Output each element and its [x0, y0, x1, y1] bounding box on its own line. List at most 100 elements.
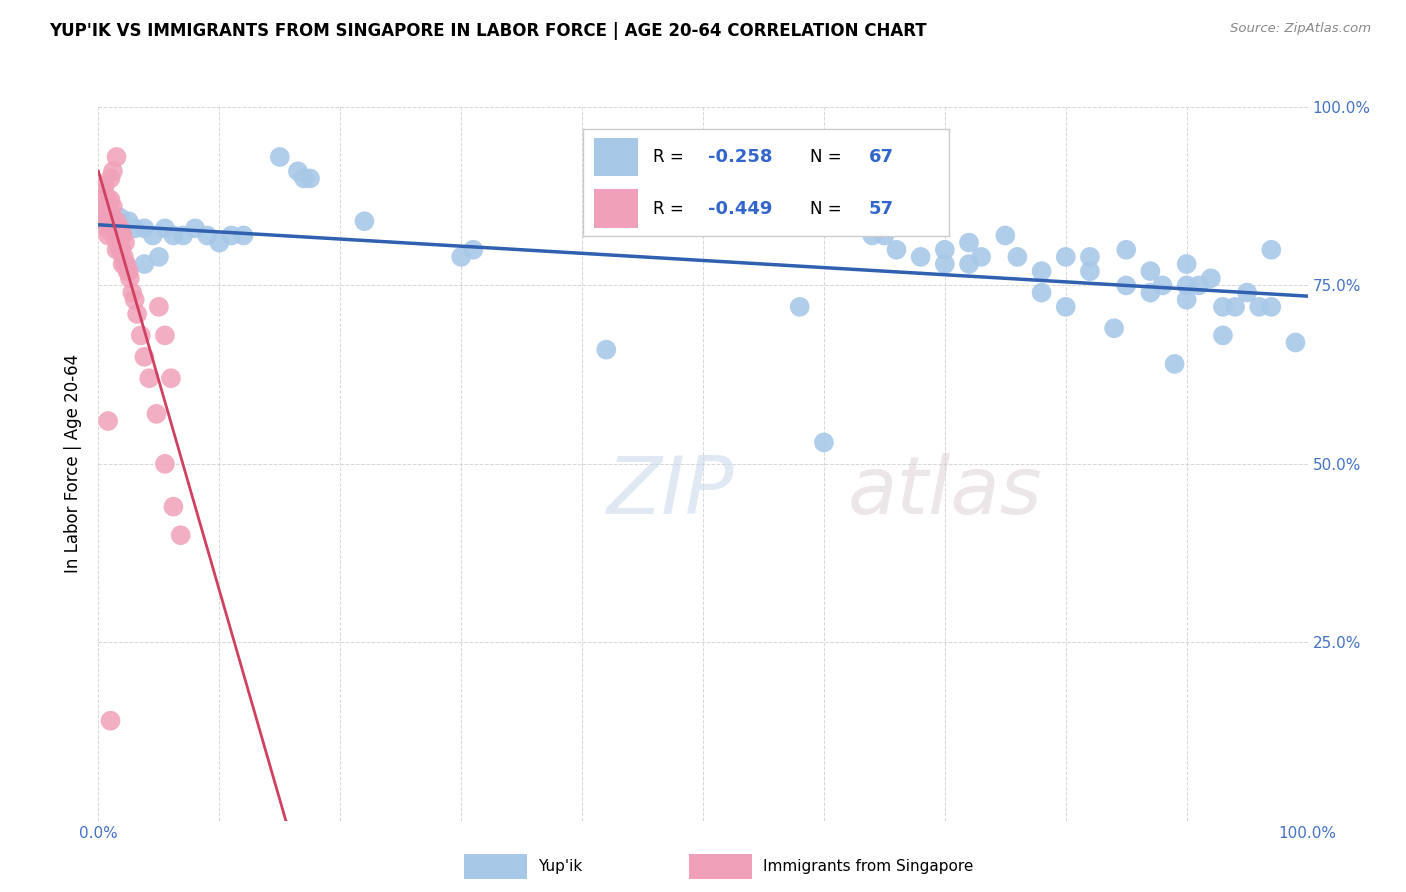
- Point: [108, 243, 131, 257]
- Text: -0.258: -0.258: [707, 148, 772, 166]
- Text: YUP'IK VS IMMIGRANTS FROM SINGAPORE IN LABOR FORCE | AGE 20-64 CORRELATION CHART: YUP'IK VS IMMIGRANTS FROM SINGAPORE IN L…: [49, 22, 927, 40]
- Point: [93, 178, 115, 193]
- Point: [752, 200, 775, 214]
- Point: [96, 221, 118, 235]
- Point: [148, 250, 170, 264]
- Point: [98, 221, 121, 235]
- Point: [118, 214, 141, 228]
- Point: [269, 150, 291, 164]
- Point: [160, 371, 183, 385]
- Text: ZIP: ZIP: [606, 453, 734, 532]
- Point: [105, 243, 128, 257]
- Text: N =: N =: [810, 148, 846, 166]
- Point: [172, 228, 194, 243]
- Point: [292, 171, 315, 186]
- Point: [105, 150, 128, 164]
- Point: [162, 500, 184, 514]
- Point: [105, 214, 128, 228]
- FancyBboxPatch shape: [595, 138, 638, 177]
- Point: [1212, 300, 1234, 314]
- Point: [860, 228, 883, 243]
- Point: [100, 214, 122, 228]
- Point: [299, 171, 322, 186]
- Point: [100, 714, 122, 728]
- Point: [463, 243, 485, 257]
- Point: [1199, 271, 1222, 285]
- Point: [118, 271, 141, 285]
- Point: [886, 243, 908, 257]
- Point: [162, 228, 184, 243]
- Point: [994, 228, 1017, 243]
- Point: [1236, 285, 1258, 300]
- Point: [111, 257, 134, 271]
- Point: [124, 221, 146, 235]
- Point: [668, 193, 690, 207]
- Point: [97, 228, 120, 243]
- Point: [1031, 264, 1053, 278]
- Point: [94, 200, 117, 214]
- Point: [1007, 250, 1029, 264]
- Point: [100, 193, 122, 207]
- Point: [97, 414, 120, 428]
- Point: [873, 228, 896, 243]
- Point: [1175, 257, 1198, 271]
- Point: [103, 228, 125, 243]
- Point: [1115, 243, 1137, 257]
- Point: [98, 200, 121, 214]
- Point: [114, 257, 136, 271]
- Point: [142, 228, 165, 243]
- Point: [287, 164, 309, 178]
- Point: [108, 211, 131, 225]
- Point: [1152, 278, 1174, 293]
- Point: [104, 221, 127, 235]
- Point: [145, 407, 167, 421]
- Point: [1260, 243, 1282, 257]
- Point: [101, 200, 124, 214]
- Point: [789, 300, 811, 314]
- Point: [134, 350, 156, 364]
- Text: atlas: atlas: [848, 453, 1043, 532]
- Point: [957, 257, 980, 271]
- Point: [107, 235, 129, 250]
- Point: [1188, 278, 1211, 293]
- Point: [134, 257, 156, 271]
- Point: [813, 435, 835, 450]
- Point: [111, 228, 134, 243]
- Point: [101, 221, 124, 235]
- Point: [134, 221, 156, 235]
- Point: [91, 200, 114, 214]
- Point: [112, 250, 135, 264]
- Point: [115, 257, 138, 271]
- Point: [221, 228, 243, 243]
- Point: [93, 186, 115, 200]
- Text: Immigrants from Singapore: Immigrants from Singapore: [763, 859, 974, 873]
- Point: [100, 221, 122, 235]
- Point: [1223, 300, 1246, 314]
- Text: N =: N =: [810, 200, 846, 218]
- Text: R =: R =: [652, 200, 689, 218]
- Y-axis label: In Labor Force | Age 20-64: In Labor Force | Age 20-64: [65, 354, 83, 574]
- Point: [450, 250, 472, 264]
- FancyBboxPatch shape: [595, 189, 638, 227]
- Point: [93, 193, 115, 207]
- Point: [138, 371, 160, 385]
- Point: [1139, 285, 1161, 300]
- Point: [184, 221, 207, 235]
- Point: [1163, 357, 1185, 371]
- Point: [153, 328, 176, 343]
- Point: [101, 221, 124, 235]
- Text: Source: ZipAtlas.com: Source: ZipAtlas.com: [1230, 22, 1371, 36]
- Point: [970, 250, 993, 264]
- Point: [127, 307, 149, 321]
- Point: [1260, 300, 1282, 314]
- Point: [1175, 293, 1198, 307]
- Text: R =: R =: [652, 148, 689, 166]
- Point: [100, 171, 122, 186]
- Point: [1078, 264, 1101, 278]
- Point: [1139, 264, 1161, 278]
- Point: [232, 228, 254, 243]
- Text: Yup'ik: Yup'ik: [538, 859, 582, 873]
- Point: [208, 235, 231, 250]
- Point: [934, 257, 956, 271]
- Point: [1102, 321, 1125, 335]
